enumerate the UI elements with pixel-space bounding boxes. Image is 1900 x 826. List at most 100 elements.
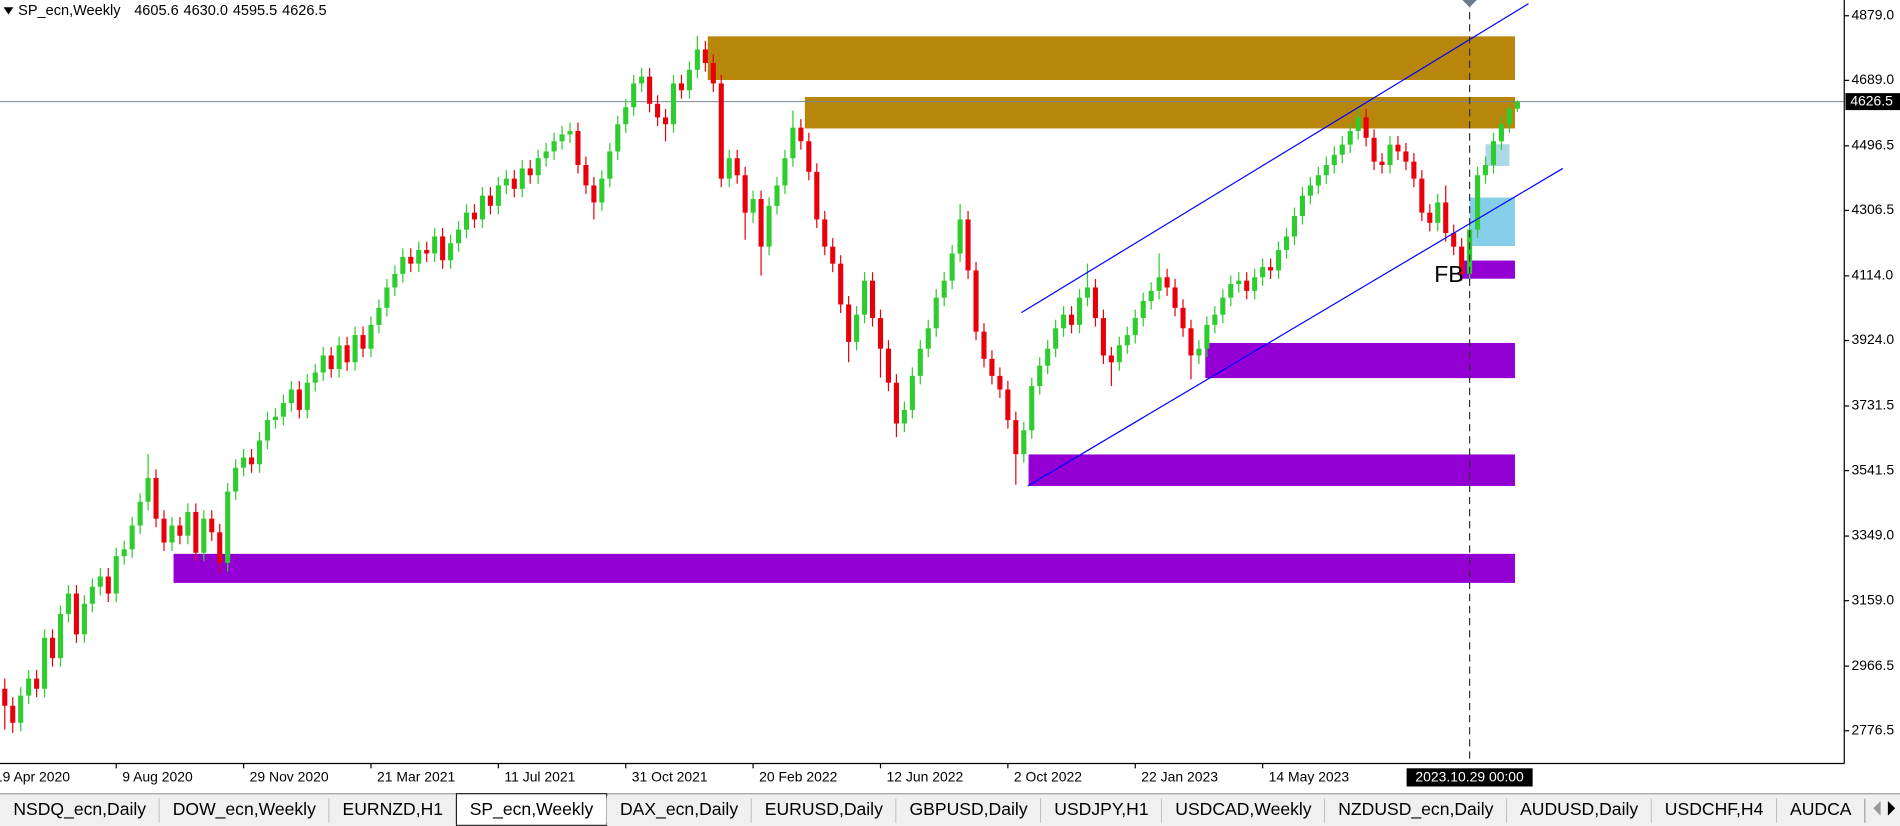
candle-body bbox=[440, 236, 446, 261]
candle-body bbox=[949, 253, 955, 281]
tab-label[interactable]: EURUSD,Daily bbox=[765, 799, 883, 819]
candle-body bbox=[822, 219, 828, 247]
x-tick-label: 19 Apr 2020 bbox=[0, 769, 70, 785]
tab-label[interactable]: EURNZD,H1 bbox=[343, 799, 444, 819]
tab-label[interactable]: USDCHF,H4 bbox=[1665, 799, 1764, 819]
candle-body bbox=[1451, 233, 1457, 247]
candle-body bbox=[1100, 318, 1106, 356]
candle-body bbox=[1220, 297, 1226, 315]
candle-body bbox=[1459, 246, 1465, 274]
candle-body bbox=[1435, 202, 1441, 223]
candle-body bbox=[503, 178, 509, 186]
tab-label[interactable]: SP_ecn,Weekly bbox=[470, 799, 594, 820]
candle-body bbox=[1244, 280, 1250, 291]
candle-body bbox=[694, 49, 700, 70]
tab[interactable] bbox=[1161, 796, 1325, 826]
candle-body bbox=[1283, 236, 1290, 251]
candle-body bbox=[249, 457, 255, 465]
candle-body bbox=[973, 270, 979, 332]
y-tick-label: 3541.5 bbox=[1852, 461, 1895, 477]
tab-label[interactable]: AUDCA bbox=[1790, 799, 1852, 819]
candle-body bbox=[129, 525, 135, 550]
tab[interactable] bbox=[1506, 796, 1652, 826]
candle-body bbox=[1124, 335, 1130, 346]
y-tick-label: 2966.5 bbox=[1852, 657, 1895, 673]
menu-arrow[interactable] bbox=[3, 7, 14, 15]
x-tick-label: 31 Oct 2021 bbox=[632, 769, 708, 785]
candle-body bbox=[790, 127, 796, 159]
x-tick-label: 21 Mar 2021 bbox=[377, 769, 455, 785]
candle-body bbox=[893, 382, 899, 424]
candle-body bbox=[1236, 280, 1242, 285]
tab[interactable] bbox=[329, 796, 457, 826]
candle-body bbox=[1069, 314, 1075, 325]
candle-body bbox=[471, 212, 478, 220]
candle-body bbox=[1443, 202, 1449, 234]
tab[interactable] bbox=[1040, 796, 1162, 826]
candle-body bbox=[1379, 161, 1385, 166]
y-tick-label: 3349.0 bbox=[1852, 527, 1895, 543]
tab-scroll-right[interactable] bbox=[1887, 801, 1896, 816]
tab-label[interactable]: NZDUSD_ecn,Daily bbox=[1338, 799, 1493, 820]
tab[interactable] bbox=[896, 796, 1041, 826]
candle-body bbox=[1053, 328, 1059, 349]
candle-body bbox=[1276, 250, 1282, 271]
tab[interactable] bbox=[1651, 796, 1777, 826]
candle-body bbox=[42, 637, 48, 689]
candle-body bbox=[18, 695, 24, 723]
candle-body bbox=[718, 83, 724, 179]
tab[interactable] bbox=[751, 796, 897, 826]
candle-body bbox=[185, 511, 191, 536]
candle-body bbox=[1140, 301, 1146, 319]
candle-body bbox=[280, 403, 286, 417]
y-tick-label: 3731.5 bbox=[1852, 397, 1895, 413]
candle-body bbox=[193, 511, 199, 553]
candle-body bbox=[1482, 165, 1489, 176]
tab-label[interactable]: NSDQ_ecn,Daily bbox=[13, 799, 146, 820]
x-tick-label: 22 Jan 2023 bbox=[1141, 769, 1218, 785]
candle-body bbox=[137, 501, 143, 526]
candle-body bbox=[1339, 144, 1345, 155]
candle-body bbox=[814, 171, 820, 220]
candle-body bbox=[1092, 287, 1098, 319]
tab[interactable] bbox=[159, 796, 330, 826]
candle-body bbox=[551, 141, 557, 152]
candle-body bbox=[225, 491, 231, 563]
candle-body bbox=[1156, 277, 1162, 291]
candle-body bbox=[57, 613, 64, 659]
tab[interactable] bbox=[606, 796, 752, 826]
y-tick-label: 2776.5 bbox=[1852, 721, 1895, 737]
tab-label[interactable]: DAX_ecn,Daily bbox=[620, 799, 738, 820]
candle-body bbox=[854, 314, 860, 342]
tab-label[interactable]: GBPUSD,Daily bbox=[910, 799, 1028, 819]
tab[interactable] bbox=[455, 793, 608, 826]
tab-scroll-left[interactable] bbox=[1873, 801, 1881, 816]
tab[interactable] bbox=[1324, 796, 1507, 826]
tab-label[interactable]: DOW_ecn,Weekly bbox=[173, 799, 316, 820]
candle-body bbox=[479, 195, 485, 220]
candle-body bbox=[663, 117, 669, 125]
candle-body bbox=[559, 134, 565, 142]
candle-body bbox=[272, 416, 278, 421]
tab-label[interactable]: AUDUSD,Daily bbox=[1520, 799, 1638, 819]
candle-body bbox=[567, 131, 573, 135]
candle-body bbox=[1411, 161, 1417, 179]
candle-body bbox=[758, 199, 764, 247]
candle-body bbox=[1419, 178, 1425, 213]
tab-label[interactable]: USDJPY,H1 bbox=[1054, 799, 1148, 819]
candle-body bbox=[742, 175, 748, 213]
candle-body bbox=[105, 576, 111, 594]
tab[interactable] bbox=[0, 796, 160, 826]
candle-body bbox=[1037, 365, 1043, 387]
candle-body bbox=[26, 678, 32, 696]
candle-body bbox=[1387, 144, 1393, 166]
candle-body bbox=[448, 243, 454, 261]
candle-body bbox=[1395, 144, 1401, 152]
candle-body bbox=[34, 678, 40, 689]
tab[interactable] bbox=[1776, 796, 1865, 826]
candle-body bbox=[73, 593, 79, 635]
tab-label[interactable]: USDCAD,Weekly bbox=[1175, 799, 1312, 819]
